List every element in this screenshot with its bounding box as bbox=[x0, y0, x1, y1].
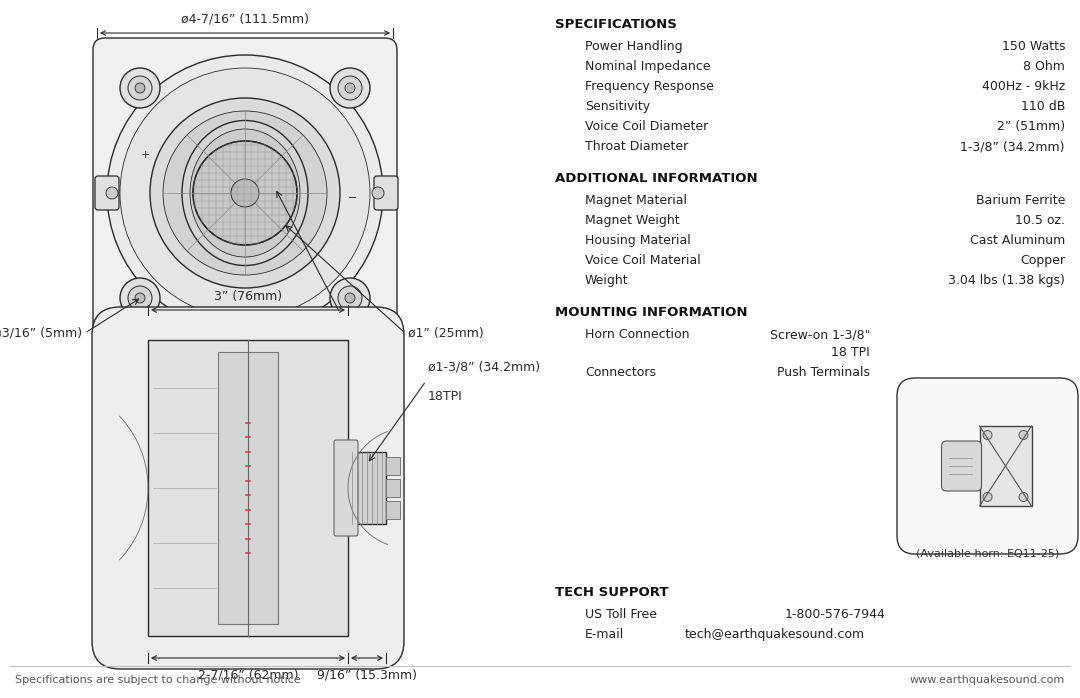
Text: www.earthquakesound.com: www.earthquakesound.com bbox=[909, 675, 1065, 685]
Text: 150 Watts: 150 Watts bbox=[1001, 40, 1065, 53]
Bar bbox=[348, 452, 386, 524]
FancyBboxPatch shape bbox=[334, 440, 357, 536]
Circle shape bbox=[372, 187, 384, 199]
Text: Magnet Weight: Magnet Weight bbox=[585, 214, 679, 227]
Circle shape bbox=[135, 83, 145, 93]
FancyBboxPatch shape bbox=[95, 176, 119, 210]
Text: 8 Ohm: 8 Ohm bbox=[1023, 60, 1065, 73]
FancyBboxPatch shape bbox=[92, 307, 404, 669]
Circle shape bbox=[150, 98, 340, 288]
FancyBboxPatch shape bbox=[897, 378, 1078, 554]
Circle shape bbox=[345, 83, 355, 93]
Text: 400Hz - 9kHz: 400Hz - 9kHz bbox=[982, 80, 1065, 93]
Text: TECH SUPPORT: TECH SUPPORT bbox=[555, 586, 669, 599]
Text: Connectors: Connectors bbox=[585, 366, 656, 379]
Circle shape bbox=[107, 55, 383, 331]
Text: Screw-on 1-3/8": Screw-on 1-3/8" bbox=[769, 328, 870, 341]
Circle shape bbox=[129, 76, 152, 100]
Text: Cast Aluminum: Cast Aluminum bbox=[970, 234, 1065, 247]
Circle shape bbox=[120, 68, 370, 318]
Circle shape bbox=[1020, 493, 1028, 501]
Text: ADDITIONAL INFORMATION: ADDITIONAL INFORMATION bbox=[555, 172, 758, 185]
Text: Barium Ferrite: Barium Ferrite bbox=[975, 194, 1065, 207]
Text: 2” (51mm): 2” (51mm) bbox=[997, 120, 1065, 133]
Circle shape bbox=[983, 493, 993, 501]
Circle shape bbox=[106, 187, 118, 199]
Text: Housing Material: Housing Material bbox=[585, 234, 691, 247]
Text: (Available horn: EQ11-25): (Available horn: EQ11-25) bbox=[916, 548, 1059, 558]
Text: 3” (76mm): 3” (76mm) bbox=[214, 290, 282, 303]
FancyBboxPatch shape bbox=[374, 176, 399, 210]
Circle shape bbox=[330, 68, 370, 108]
Text: 9/16” (15.3mm): 9/16” (15.3mm) bbox=[318, 668, 417, 681]
Bar bbox=[980, 426, 1031, 506]
Circle shape bbox=[338, 286, 362, 310]
Text: Horn Connection: Horn Connection bbox=[585, 328, 689, 341]
Circle shape bbox=[120, 68, 160, 108]
Circle shape bbox=[330, 278, 370, 318]
Text: 1-800-576-7944: 1-800-576-7944 bbox=[785, 608, 886, 621]
Text: 110 dB: 110 dB bbox=[1021, 100, 1065, 113]
Text: Copper: Copper bbox=[1020, 254, 1065, 267]
Text: ○3/16” (5mm): ○3/16” (5mm) bbox=[0, 327, 82, 339]
Bar bbox=[386, 457, 400, 475]
Circle shape bbox=[338, 76, 362, 100]
Bar bbox=[386, 479, 400, 497]
Ellipse shape bbox=[183, 121, 308, 265]
Text: Specifications are subject to change without notice: Specifications are subject to change wit… bbox=[15, 675, 300, 685]
Text: +: + bbox=[140, 150, 150, 160]
Text: MOUNTING INFORMATION: MOUNTING INFORMATION bbox=[555, 306, 747, 319]
Text: Weight: Weight bbox=[585, 274, 629, 287]
Text: ø1” (25mm): ø1” (25mm) bbox=[408, 327, 484, 339]
Text: US Toll Free: US Toll Free bbox=[585, 608, 657, 621]
FancyBboxPatch shape bbox=[93, 38, 397, 348]
FancyBboxPatch shape bbox=[942, 441, 982, 491]
Circle shape bbox=[231, 179, 259, 207]
Bar bbox=[386, 501, 400, 519]
Circle shape bbox=[345, 293, 355, 303]
Text: tech@earthquakesound.com: tech@earthquakesound.com bbox=[685, 628, 865, 641]
Text: Nominal Impedance: Nominal Impedance bbox=[585, 60, 711, 73]
Circle shape bbox=[163, 111, 327, 275]
Text: 2-7/16” (62mm): 2-7/16” (62mm) bbox=[198, 668, 298, 681]
Text: Voice Coil Diameter: Voice Coil Diameter bbox=[585, 120, 708, 133]
Ellipse shape bbox=[190, 129, 300, 257]
Text: 1-3/8” (34.2mm): 1-3/8” (34.2mm) bbox=[960, 140, 1065, 153]
Circle shape bbox=[120, 278, 160, 318]
Circle shape bbox=[193, 141, 297, 245]
Text: Voice Coil Material: Voice Coil Material bbox=[585, 254, 701, 267]
Text: ø4-7/16” (111.5mm): ø4-7/16” (111.5mm) bbox=[181, 12, 309, 25]
Text: SPECIFICATIONS: SPECIFICATIONS bbox=[555, 18, 677, 31]
Circle shape bbox=[135, 293, 145, 303]
Text: 18 TPI: 18 TPI bbox=[832, 346, 870, 359]
Circle shape bbox=[1020, 431, 1028, 440]
Text: Throat Diameter: Throat Diameter bbox=[585, 140, 688, 153]
Circle shape bbox=[983, 431, 993, 440]
Bar bbox=[218, 352, 278, 624]
Text: Magnet Material: Magnet Material bbox=[585, 194, 687, 207]
Text: Frequency Response: Frequency Response bbox=[585, 80, 714, 93]
Text: E-mail: E-mail bbox=[585, 628, 624, 641]
Text: ø1-3/8” (34.2mm): ø1-3/8” (34.2mm) bbox=[428, 360, 540, 373]
Text: Power Handling: Power Handling bbox=[585, 40, 683, 53]
Text: 18TPI: 18TPI bbox=[428, 390, 462, 403]
Text: Sensitivity: Sensitivity bbox=[585, 100, 650, 113]
Text: 10.5 oz.: 10.5 oz. bbox=[1015, 214, 1065, 227]
Text: Push Terminals: Push Terminals bbox=[777, 366, 870, 379]
Text: 3.04 lbs (1.38 kgs): 3.04 lbs (1.38 kgs) bbox=[948, 274, 1065, 287]
Bar bbox=[148, 340, 348, 636]
Circle shape bbox=[129, 286, 152, 310]
Text: −: − bbox=[349, 193, 357, 203]
